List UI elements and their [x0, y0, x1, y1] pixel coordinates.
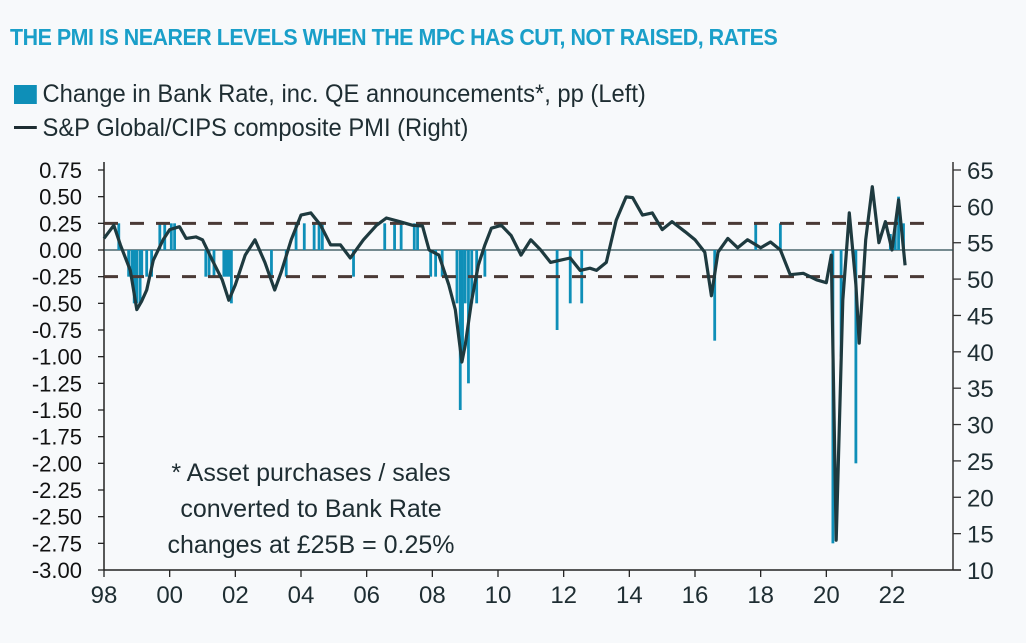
bar: [754, 223, 758, 250]
bar: [463, 250, 467, 304]
left-tick-label: -0.50: [32, 291, 82, 316]
bar: [130, 250, 134, 277]
legend-label-bank-rate: Change in Bank Rate, inc. QE announcemen…: [42, 80, 646, 108]
bar: [429, 250, 433, 277]
annotation-line-3: changes at £25B = 0.25%: [167, 531, 454, 559]
bar: [204, 250, 208, 277]
bar: [145, 250, 149, 277]
bar: [839, 250, 843, 357]
right-tick-label: 50: [967, 267, 994, 294]
bar: [140, 250, 144, 277]
x-tick-label: 10: [485, 582, 512, 609]
bar: [284, 250, 288, 277]
left-tick-label: -1.50: [32, 398, 82, 423]
left-tick-label: -3.00: [32, 558, 82, 583]
legend-label-pmi: S&P Global/CIPS composite PMI (Right): [42, 114, 469, 142]
bar: [461, 250, 464, 357]
pmi-line: [102, 185, 907, 542]
bar: [434, 250, 438, 277]
right-tick-label: 15: [967, 522, 994, 549]
left-tick-label: 0.00: [39, 238, 82, 263]
right-tick-label: 10: [967, 558, 994, 585]
bar: [229, 250, 233, 304]
annotation-line-1: * Asset purchases / sales: [171, 459, 450, 487]
bar: [399, 223, 403, 250]
x-tick-label: 20: [813, 582, 840, 609]
chart-title: THE PMI IS NEARER LEVELS WHEN THE MPC HA…: [10, 24, 778, 50]
bar: [455, 250, 459, 304]
left-tick-label: -0.25: [32, 265, 82, 290]
left-tick-label: -2.75: [32, 531, 82, 556]
right-tick-label: 45: [967, 303, 994, 330]
bar: [158, 223, 162, 250]
x-tick-label: 08: [419, 582, 446, 609]
line-swatch-icon: [14, 126, 37, 129]
bar: [222, 250, 226, 277]
x-tick-label: 18: [747, 582, 774, 609]
bar: [294, 223, 298, 250]
bar: [302, 223, 306, 250]
bar: [312, 223, 316, 250]
bar: [555, 250, 559, 330]
bar: [169, 223, 173, 250]
x-tick-label: 22: [879, 582, 906, 609]
annotation-line-2: converted to Bank Rate: [180, 495, 441, 523]
bar: [458, 250, 462, 410]
right-tick-label: 20: [967, 485, 994, 512]
bar: [383, 223, 387, 250]
x-tick-label: 00: [156, 582, 183, 609]
bar: [897, 196, 900, 250]
bar: [227, 250, 231, 277]
left-tick-label: -1.25: [32, 371, 82, 396]
x-tick-label: 14: [616, 582, 643, 609]
legend-item-bank-rate: Change in Bank Rate, inc. QE announcemen…: [14, 80, 646, 109]
right-tick-label: 60: [967, 194, 994, 221]
bar: [320, 223, 324, 250]
x-tick-label: 98: [91, 582, 118, 609]
bar-swatch-icon: [14, 85, 37, 104]
bar: [352, 250, 355, 277]
left-tick-label: 0.25: [39, 211, 82, 236]
x-tick-label: 16: [682, 582, 709, 609]
bar: [173, 223, 176, 250]
left-tick-label: -1.00: [32, 345, 82, 370]
bar: [317, 223, 321, 250]
bar: [854, 250, 858, 464]
left-tick-label: -2.00: [32, 451, 82, 476]
right-tick-label: 40: [967, 340, 994, 367]
right-tick-label: 55: [967, 231, 994, 258]
bar: [568, 250, 572, 304]
bar: [416, 223, 419, 250]
x-tick-label: 06: [353, 582, 380, 609]
left-tick-label: -2.25: [32, 478, 82, 503]
right-tick-label: 65: [967, 158, 994, 185]
left-tick-label: -1.75: [32, 425, 82, 450]
left-tick-label: -2.50: [32, 505, 82, 530]
bar: [270, 250, 273, 277]
bar: [713, 250, 717, 341]
left-tick-label: 0.50: [39, 185, 82, 210]
bar: [393, 223, 396, 250]
left-tick-label: -0.75: [32, 318, 82, 343]
right-tick-label: 30: [967, 413, 994, 440]
bar: [224, 250, 228, 277]
x-tick-label: 02: [222, 582, 249, 609]
left-tick-label: 0.75: [39, 158, 82, 183]
right-tick-label: 35: [967, 376, 994, 403]
bar: [207, 250, 211, 277]
legend-item-pmi: S&P Global/CIPS composite PMI (Right): [14, 114, 468, 143]
bar: [483, 250, 487, 277]
bar: [778, 223, 782, 250]
right-tick-label: 25: [967, 449, 994, 476]
x-tick-label: 04: [288, 582, 315, 609]
x-tick-label: 12: [550, 582, 577, 609]
bar: [412, 223, 416, 250]
